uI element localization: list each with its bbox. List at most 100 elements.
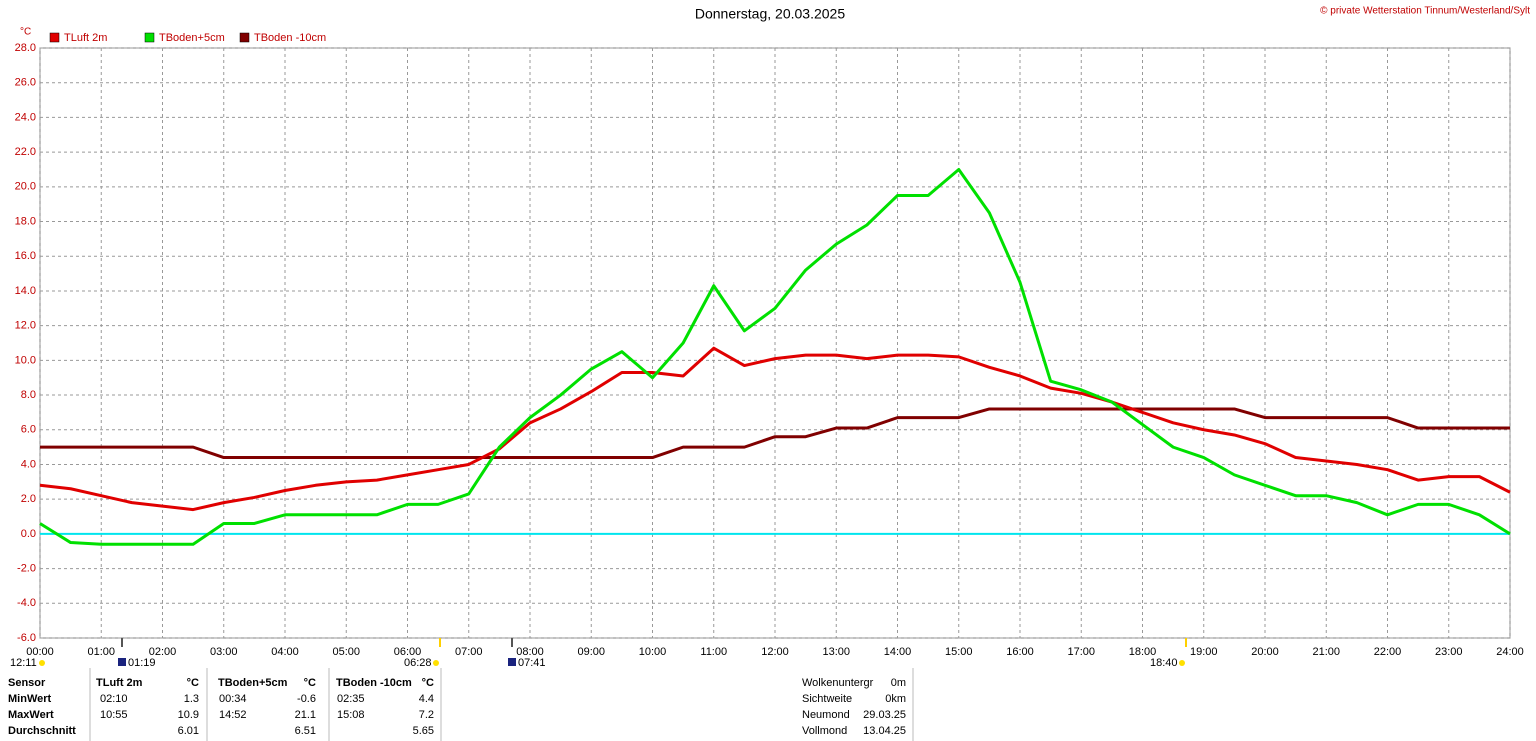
stats-cell: 21.1: [295, 709, 316, 721]
x-tick-label: 22:00: [1374, 646, 1402, 658]
series-line: [40, 407, 1510, 460]
stats-cell: MaxWert: [8, 709, 54, 721]
legend-swatch: [239, 32, 250, 43]
stats-cell: 14:52: [219, 709, 247, 721]
y-tick-label: 22.0: [15, 146, 36, 158]
stats-cell: 10.9: [178, 709, 199, 721]
x-tick-label: 02:00: [149, 646, 177, 658]
legend-label: TLuft 2m: [64, 32, 107, 44]
info-label: Vollmond: [802, 725, 847, 737]
x-tick-label: 09:00: [577, 646, 605, 658]
x-tick-label: 06:00: [394, 646, 422, 658]
x-tick-label: 17:00: [1067, 646, 1095, 658]
y-tick-label: 10.0: [15, 354, 36, 366]
stats-header: °C: [422, 677, 434, 689]
event-time: 18:40: [1150, 657, 1178, 669]
y-tick-label: 8.0: [21, 389, 36, 401]
y-tick-label: -6.0: [17, 632, 36, 644]
stats-cell: 7.2: [419, 709, 434, 721]
stats-cell: 5.65: [413, 725, 434, 737]
sun-icon: [433, 660, 439, 666]
x-tick-label: 08:00: [516, 646, 544, 658]
stats-cell: 15:08: [337, 709, 365, 721]
legend-label: TBoden -10cm: [254, 32, 326, 44]
event-time: 07:41: [518, 657, 546, 669]
x-tick-label: 12:00: [761, 646, 789, 658]
x-tick-label: 20:00: [1251, 646, 1279, 658]
x-tick-label: 21:00: [1312, 646, 1340, 658]
x-tick-label: 19:00: [1190, 646, 1218, 658]
stats-cell: 10:55: [100, 709, 128, 721]
chart-title: Donnerstag, 20.03.2025: [695, 6, 845, 22]
info-label: Wolkenuntergr: [802, 677, 874, 689]
x-tick-label: 01:00: [87, 646, 115, 658]
stats-header: Sensor: [8, 677, 46, 689]
stats-header: °C: [304, 677, 316, 689]
x-tick-label: 15:00: [945, 646, 973, 658]
info-value: 29.03.25: [863, 709, 906, 721]
x-tick-label: 03:00: [210, 646, 238, 658]
stats-cell: 1.3: [184, 693, 199, 705]
x-tick-label: 23:00: [1435, 646, 1463, 658]
stats-cell: 6.51: [295, 725, 316, 737]
x-tick-label: 13:00: [822, 646, 850, 658]
stats-cell: 6.01: [178, 725, 199, 737]
y-tick-label: 14.0: [15, 285, 36, 297]
stats-cell: -0.6: [297, 693, 316, 705]
stats-cell: Durchschnitt: [8, 725, 76, 737]
stats-cell: 4.4: [419, 693, 434, 705]
stats-header: °C: [187, 677, 199, 689]
x-tick-label: 05:00: [332, 646, 360, 658]
y-tick-label: 12.0: [15, 320, 36, 332]
x-tick-label: 04:00: [271, 646, 299, 658]
x-tick-label: 10:00: [639, 646, 667, 658]
legend-label: TBoden+5cm: [159, 32, 225, 44]
sun-icon: [1179, 660, 1185, 666]
series-line: [39, 167, 1511, 546]
y-tick-label: 18.0: [15, 215, 36, 227]
series-line: [39, 346, 1511, 512]
info-label: Sichtweite: [802, 693, 852, 705]
y-tick-label: -2.0: [17, 562, 36, 574]
x-tick-label: 14:00: [884, 646, 912, 658]
y-tick-label: 20.0: [15, 181, 36, 193]
info-label: Neumond: [802, 709, 850, 721]
stats-header: TBoden -10cm: [336, 677, 412, 689]
x-tick-label: 00:00: [26, 646, 54, 658]
x-tick-label: 11:00: [700, 646, 727, 658]
y-tick-label: 24.0: [15, 111, 36, 123]
info-value: 0m: [891, 677, 906, 689]
y-tick-label: 4.0: [21, 458, 36, 470]
stats-header: TLuft 2m: [96, 677, 143, 689]
legend-swatch: [49, 32, 60, 43]
y-tick-label: 16.0: [15, 250, 36, 262]
y-tick-label: -4.0: [17, 597, 36, 609]
event-time: 12:11: [10, 657, 37, 669]
x-tick-label: 16:00: [1006, 646, 1034, 658]
x-tick-label: 18:00: [1129, 646, 1157, 658]
stats-cell: 02:10: [100, 693, 128, 705]
copyright: © private Wetterstation Tinnum/Westerlan…: [1320, 6, 1530, 17]
y-tick-label: 0.0: [21, 528, 36, 540]
event-time: 01:19: [128, 657, 156, 669]
event-time: 06:28: [404, 657, 432, 669]
x-tick-label: 07:00: [455, 646, 483, 658]
stats-header: TBoden+5cm: [218, 677, 288, 689]
stats-cell: 02:35: [337, 693, 365, 705]
legend-swatch: [144, 32, 155, 43]
moon-icon: [508, 658, 516, 666]
info-value: 13.04.25: [863, 725, 906, 737]
stats-cell: 00:34: [219, 693, 247, 705]
y-tick-label: 28.0: [15, 42, 36, 54]
y-tick-label: 6.0: [21, 424, 36, 436]
x-tick-label: 24:00: [1496, 646, 1524, 658]
moon-icon: [118, 658, 126, 666]
stats-cell: MinWert: [8, 693, 52, 705]
y-tick-label: 26.0: [15, 77, 36, 89]
y-tick-label: 2.0: [21, 493, 36, 505]
sun-icon: [39, 660, 45, 666]
info-value: 0km: [885, 693, 906, 705]
y-axis-label: °C: [20, 27, 31, 38]
